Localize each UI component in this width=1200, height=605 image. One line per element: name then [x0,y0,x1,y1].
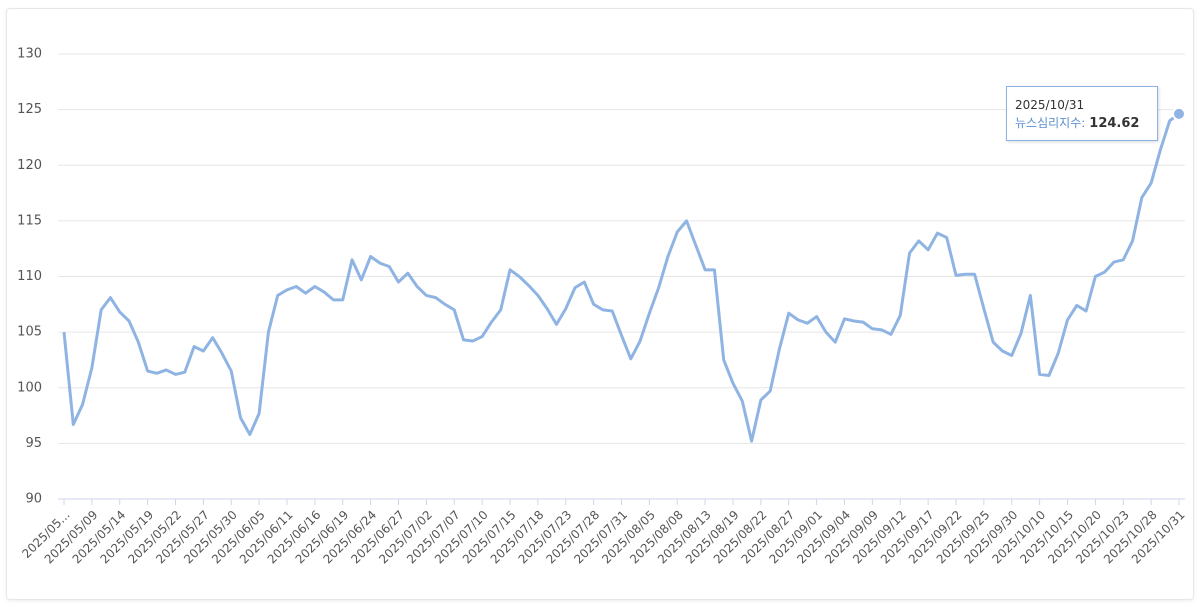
y-tick-label: 100 [17,380,42,395]
y-tick-label: 105 [17,325,42,340]
y-tick-label: 130 [17,47,42,62]
chart-card [6,8,1194,600]
tooltip-series: 뉴스심리지수 [1015,116,1082,130]
data-line [62,112,1180,443]
y-tick-label: 95 [25,436,42,451]
hover-point [1172,106,1186,121]
y-tick-label: 125 [17,102,42,117]
tooltip-date: 2025/10/31 [1015,98,1085,112]
tooltip-value: 124.62 [1089,116,1140,131]
y-tick-label: 90 [25,492,42,507]
y-tick-label: 115 [17,213,42,228]
tooltip-separator [1081,116,1085,130]
tooltip: 2025/10/31 뉴스심리지수 124.62 [1006,86,1158,141]
y-tick-label: 120 [17,158,42,173]
y-tick-label: 110 [17,269,42,284]
